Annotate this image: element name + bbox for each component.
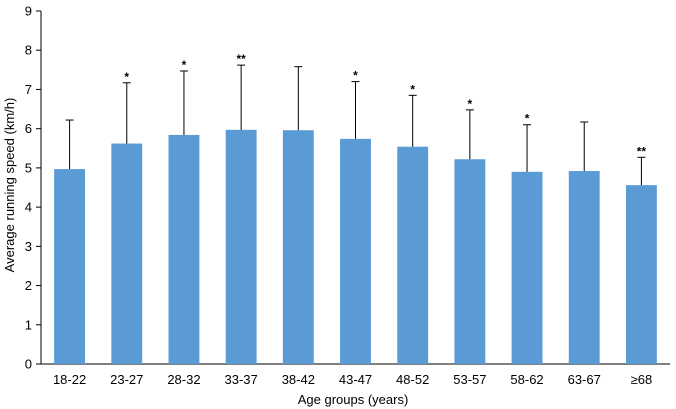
x-tick-label: 43-47 — [339, 372, 372, 387]
significance-53-57: * — [468, 97, 473, 111]
x-tick-label: 18-22 — [53, 372, 86, 387]
y-tick-label: 0 — [25, 357, 32, 372]
y-tick-label: 9 — [25, 4, 32, 19]
x-tick-label: ≥68 — [631, 372, 653, 387]
x-axis: 18-22 23-27 28-32 33-37 38-42 43-47 48-52 53-57… — [41, 363, 670, 387]
x-tick-label: 28-32 — [167, 372, 200, 387]
x-tick-label: 23-27 — [110, 372, 143, 387]
y-tick-label: 8 — [25, 43, 32, 58]
y-axis: 0 1 2 3 4 5 6 7 8 9 — [25, 4, 42, 372]
bar-53-57 — [454, 159, 486, 364]
x-tick-label: 48-52 — [396, 372, 429, 387]
significance-33-37: ** — [236, 52, 246, 66]
significance-23-27: * — [124, 70, 129, 84]
bar-63-67 — [568, 171, 600, 364]
y-tick-label: 2 — [25, 278, 32, 293]
x-tick-label: 38-42 — [282, 372, 315, 387]
x-tick-label: 53-57 — [453, 372, 486, 387]
bar-23-27 — [111, 143, 143, 364]
bar-33-37 — [225, 129, 257, 364]
bar-38-42 — [282, 130, 314, 364]
significance-58-62: * — [525, 112, 530, 126]
bar-58-62 — [511, 171, 543, 364]
y-tick-label: 4 — [25, 200, 32, 215]
bar-48-52 — [397, 146, 429, 364]
x-axis-title: Age groups (years) — [298, 392, 409, 407]
y-tick-label: 5 — [25, 160, 32, 175]
x-tick-label: 33-37 — [225, 372, 258, 387]
bar-28-32 — [168, 134, 200, 364]
y-tick-label: 6 — [25, 121, 32, 136]
significance-28-32: * — [182, 58, 187, 72]
significance-markers: ** ******** — [124, 52, 646, 158]
significance-43-47: * — [353, 69, 358, 83]
bar-≥68 — [625, 185, 657, 364]
bar-18-22 — [54, 169, 86, 364]
error-bars — [65, 64, 646, 186]
y-axis-title: Average running speed (km/h) — [2, 98, 17, 273]
bars — [54, 129, 657, 364]
significance-≥68: ** — [637, 144, 647, 158]
y-tick-label: 7 — [25, 82, 32, 97]
y-tick-label: 3 — [25, 239, 32, 254]
x-tick-label: 63-67 — [568, 372, 601, 387]
y-tick-label: 1 — [25, 317, 32, 332]
bar-43-47 — [340, 138, 371, 364]
x-tick-label: 58-62 — [510, 372, 543, 387]
significance-48-52: * — [410, 82, 415, 96]
